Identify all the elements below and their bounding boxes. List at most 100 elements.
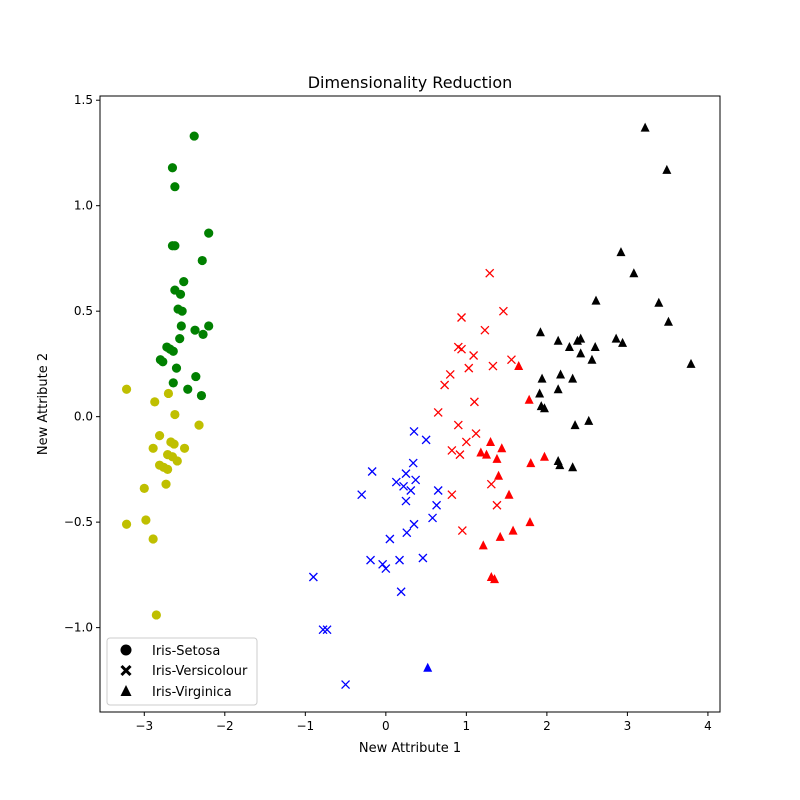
point-circle-green-7 bbox=[179, 277, 189, 287]
x-tick-label-4: 1 bbox=[463, 719, 471, 733]
point-circle-green-22 bbox=[171, 363, 182, 373]
point-x-blue-7 bbox=[399, 481, 409, 491]
point-x-red-9 bbox=[464, 363, 474, 373]
point-triangle-black-3 bbox=[629, 268, 639, 278]
point-x-red-21 bbox=[492, 500, 502, 510]
point-circle-yellow-1 bbox=[163, 388, 174, 399]
point-triangle-red-6 bbox=[539, 451, 549, 461]
y-tick-label-1: −0.5 bbox=[64, 515, 93, 529]
point-circle-green-12 bbox=[176, 321, 186, 331]
point-x-blue-24 bbox=[318, 625, 328, 635]
x-axis: −3 −2 −1 0 1 2 3 4 bbox=[135, 712, 712, 733]
point-x-blue-14 bbox=[409, 519, 419, 529]
point-circle-yellow-4 bbox=[194, 420, 204, 430]
point-x-blue-2 bbox=[408, 458, 418, 468]
point-circle-yellow-7 bbox=[169, 439, 179, 449]
point-x-blue-23 bbox=[396, 587, 406, 597]
point-x-red-17 bbox=[447, 445, 457, 455]
point-triangle-red-8 bbox=[526, 458, 536, 468]
legend-label-setosa: Iris-Setosa bbox=[152, 644, 220, 659]
point-triangle-black-28 bbox=[555, 460, 565, 470]
point-x-blue-25 bbox=[322, 625, 332, 635]
point-x-red-5 bbox=[457, 344, 466, 354]
point-circle-yellow-19 bbox=[121, 519, 132, 529]
y-tick-label-3: 0.5 bbox=[74, 304, 93, 318]
point-circle-green-1 bbox=[167, 163, 178, 173]
chart-title: Dimensionality Reduction bbox=[308, 73, 513, 92]
y-tick-label-4: 1.0 bbox=[74, 199, 93, 213]
x-axis-label: New Attribute 1 bbox=[359, 741, 461, 756]
point-circle-green-14 bbox=[190, 325, 200, 335]
point-x-red-14 bbox=[453, 420, 463, 430]
point-x-red-18 bbox=[455, 450, 465, 460]
legend-box bbox=[106, 637, 258, 706]
legend-label-virginica: Iris-Virginica bbox=[152, 685, 232, 700]
point-triangle-red-5 bbox=[481, 449, 491, 459]
point-triangle-black-19 bbox=[537, 373, 547, 383]
point-triangle-black-21 bbox=[553, 384, 563, 394]
point-x-red-3 bbox=[480, 325, 490, 335]
y-axis: −1.0 −0.5 0.0 0.5 1.0 1.5 bbox=[64, 93, 100, 635]
point-circle-yellow-3 bbox=[170, 409, 180, 420]
point-circle-green-21 bbox=[158, 357, 168, 367]
x-tick-label-1: −2 bbox=[216, 719, 234, 733]
point-circle-yellow-8 bbox=[179, 443, 190, 453]
point-circle-yellow-9 bbox=[148, 443, 158, 453]
point-circle-green-16 bbox=[175, 334, 185, 344]
point-triangle-black-18 bbox=[556, 369, 566, 379]
y-axis-label: New Attribute 2 bbox=[36, 353, 51, 455]
point-x-blue-18 bbox=[395, 555, 404, 565]
point-circle-green-3 bbox=[204, 228, 214, 238]
point-triangle-black-14 bbox=[618, 337, 628, 347]
point-circle-yellow-5 bbox=[154, 431, 165, 441]
point-triangle-black-17 bbox=[686, 358, 696, 368]
x-tick-label-5: 2 bbox=[543, 719, 551, 733]
point-triangle-red-0 bbox=[514, 361, 524, 371]
point-triangle-black-0 bbox=[640, 122, 650, 132]
point-circle-green-23 bbox=[191, 371, 201, 382]
point-circle-green-13 bbox=[204, 321, 214, 331]
legend-marker-triangle bbox=[120, 685, 132, 696]
y-tick-label-2: 0.0 bbox=[74, 410, 93, 424]
point-circle-green-9 bbox=[175, 289, 186, 299]
point-x-blue-16 bbox=[385, 534, 395, 544]
point-triangle-red-13 bbox=[495, 531, 505, 541]
point-x-blue-19 bbox=[418, 553, 428, 563]
point-x-blue-12 bbox=[432, 500, 442, 510]
point-x-blue-15 bbox=[402, 528, 412, 538]
point-circle-green-25 bbox=[183, 384, 193, 394]
y-tick-label-5: 1.5 bbox=[74, 93, 93, 107]
point-x-red-10 bbox=[445, 370, 455, 379]
point-x-red-8 bbox=[488, 361, 498, 371]
point-triangle-red-9 bbox=[494, 470, 504, 480]
point-circle-green-19 bbox=[168, 346, 178, 356]
point-triangle-black-16 bbox=[587, 354, 597, 364]
point-x-blue-4 bbox=[401, 469, 411, 479]
x-tick-label-2: −1 bbox=[296, 719, 314, 733]
point-triangle-red-14 bbox=[478, 540, 488, 550]
point-circle-green-26 bbox=[196, 390, 207, 401]
legend-marker-circle bbox=[120, 644, 132, 656]
point-x-blue-26 bbox=[341, 680, 351, 690]
point-circle-green-2 bbox=[170, 182, 180, 192]
legend: Iris-Setosa Iris-Versicolour Iris-Virgin… bbox=[106, 637, 258, 706]
point-triangle-black-22 bbox=[535, 388, 545, 398]
point-x-red-13 bbox=[433, 407, 443, 417]
point-circle-green-15 bbox=[198, 329, 208, 339]
point-circle-green-5 bbox=[170, 241, 180, 251]
point-x-red-1 bbox=[498, 306, 508, 316]
point-triangle-black-7 bbox=[535, 327, 545, 337]
x-tick-label-6: 3 bbox=[624, 719, 632, 733]
point-circle-yellow-20 bbox=[148, 534, 158, 544]
point-triangle-black-25 bbox=[584, 415, 594, 425]
point-triangle-black-6 bbox=[663, 316, 673, 326]
point-x-blue-6 bbox=[391, 477, 401, 487]
point-circle-green-11 bbox=[177, 306, 187, 316]
point-triangle-red-2 bbox=[486, 436, 496, 446]
point-triangle-blue-0 bbox=[423, 662, 433, 672]
x-tick-label-3: 0 bbox=[382, 719, 390, 733]
point-x-red-16 bbox=[461, 437, 471, 447]
point-triangle-red-12 bbox=[508, 525, 518, 535]
point-x-red-7 bbox=[506, 355, 516, 365]
point-x-red-15 bbox=[471, 429, 481, 438]
